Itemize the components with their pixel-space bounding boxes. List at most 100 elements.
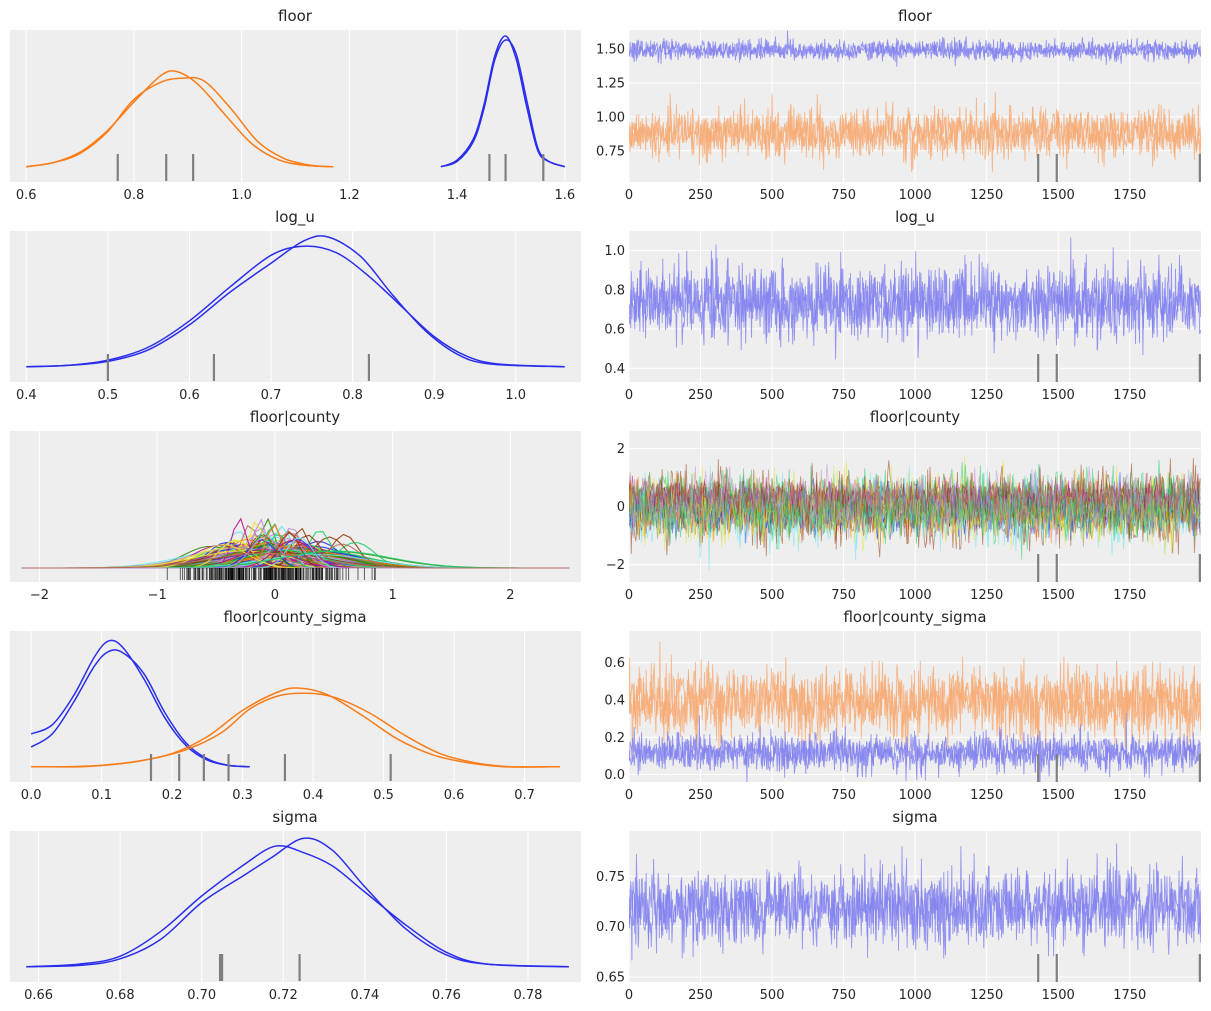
panel-floor-density: floor 0.6 0.8 1.0 1.2 1.4 1.6 bbox=[10, 7, 581, 203]
x-tick-label: 1500 bbox=[1042, 788, 1075, 803]
trace-line bbox=[629, 843, 1201, 958]
y-tick-label: 0.8 bbox=[604, 283, 625, 298]
x-tick-label: 0.4 bbox=[303, 788, 324, 803]
density-line bbox=[26, 837, 569, 968]
density-line bbox=[45, 692, 560, 768]
trace-line bbox=[629, 469, 1201, 531]
y-tick-label: 0.4 bbox=[604, 362, 625, 377]
plot-area bbox=[10, 30, 581, 182]
plot-marks bbox=[21, 517, 570, 580]
y-tick-label: 0.75 bbox=[596, 870, 625, 885]
panel-log-u-density: log_u 0.4 0.5 0.6 0.7 0.8 0.9 1.0 bbox=[10, 208, 581, 403]
x-tick-label: 0.4 bbox=[16, 388, 37, 403]
x-tick-label: 0.7 bbox=[261, 388, 282, 403]
x-tick-label: −1 bbox=[148, 588, 167, 603]
panel-floor-county-density: floor|county −2 −1 0 1 2 bbox=[10, 408, 581, 603]
x-tick-label: 250 bbox=[688, 788, 713, 803]
y-tick-label: 2 bbox=[617, 442, 625, 457]
density-line bbox=[30, 649, 250, 768]
x-tick-label: 250 bbox=[688, 188, 713, 203]
x-tick-label: 1.0 bbox=[505, 388, 526, 403]
panel-title: log_u bbox=[275, 208, 315, 227]
x-tick-label: 750 bbox=[831, 988, 856, 1003]
panel-title: sigma bbox=[272, 808, 317, 826]
x-tick-label: 0.72 bbox=[269, 988, 298, 1003]
panel-title: floor|county_sigma bbox=[843, 608, 986, 627]
x-tick-label: 0.6 bbox=[16, 188, 37, 203]
panel-title: sigma bbox=[892, 808, 937, 826]
x-tick-label: 1000 bbox=[899, 188, 932, 203]
trace-line bbox=[629, 457, 1201, 550]
density-line bbox=[26, 70, 334, 168]
y-tick-label: 0.65 bbox=[596, 970, 625, 985]
x-tick-label: 0.8 bbox=[342, 388, 363, 403]
density-line bbox=[440, 35, 566, 168]
panel-sigma-density: sigma 0.66 0.68 0.70 0.72 0.74 0.76 0.78 bbox=[10, 808, 581, 1003]
x-tick-label: 1000 bbox=[899, 588, 932, 603]
trace-line bbox=[629, 846, 1201, 961]
x-tick-label: −2 bbox=[30, 588, 49, 603]
plot-marks bbox=[26, 35, 566, 181]
x-tick-label: 250 bbox=[688, 988, 713, 1003]
x-tick-label: 1750 bbox=[1113, 388, 1146, 403]
plot-marks bbox=[629, 30, 1201, 182]
trace-line bbox=[629, 715, 1201, 782]
y-tick-label: 0.4 bbox=[604, 693, 625, 708]
trace-line bbox=[629, 92, 1201, 173]
x-tick-label: 750 bbox=[831, 388, 856, 403]
panel-title: floor|county bbox=[250, 408, 340, 426]
trace-line bbox=[629, 657, 1201, 758]
x-tick-label: 1000 bbox=[899, 988, 932, 1003]
plot-marks bbox=[26, 837, 569, 981]
x-tick-label: 0 bbox=[625, 788, 633, 803]
panel-title: log_u bbox=[895, 208, 935, 227]
x-tick-label: 1750 bbox=[1113, 188, 1146, 203]
x-tick-label: 500 bbox=[760, 188, 785, 203]
plot-marks bbox=[629, 843, 1201, 982]
y-tick-label: 1.25 bbox=[596, 76, 625, 91]
x-tick-label: 1250 bbox=[970, 588, 1003, 603]
x-tick-label: 0 bbox=[625, 988, 633, 1003]
x-tick-label: 250 bbox=[688, 588, 713, 603]
trace-line bbox=[629, 713, 1201, 782]
x-tick-label: 1 bbox=[388, 588, 396, 603]
y-tick-label: 0.6 bbox=[604, 656, 625, 671]
x-tick-label: 0.74 bbox=[350, 988, 379, 1003]
x-tick-label: 1750 bbox=[1113, 588, 1146, 603]
x-tick-label: 1250 bbox=[970, 988, 1003, 1003]
trace-line bbox=[629, 244, 1201, 351]
x-tick-label: 0.5 bbox=[373, 788, 394, 803]
density-line bbox=[26, 76, 334, 168]
x-tick-label: 1500 bbox=[1042, 588, 1075, 603]
x-tick-label: 1500 bbox=[1042, 388, 1075, 403]
panel-floor-county-trace: floor|county 0 250 500 750 1000 1250 1500 1750 −… bbox=[606, 408, 1201, 603]
y-tick-label: 0.0 bbox=[604, 768, 625, 783]
x-tick-label: 500 bbox=[760, 788, 785, 803]
x-tick-label: 500 bbox=[760, 588, 785, 603]
plot-marks bbox=[26, 235, 565, 381]
x-tick-label: 0.0 bbox=[21, 788, 42, 803]
x-tick-label: 0 bbox=[625, 388, 633, 403]
plot-marks bbox=[629, 237, 1201, 382]
trace-line bbox=[629, 30, 1201, 67]
x-tick-label: 0.68 bbox=[106, 988, 135, 1003]
panel-floor-trace: floor 0 250 500 750 1000 1250 1500 1750 0.75 1.00… bbox=[596, 7, 1201, 203]
x-tick-label: 1.2 bbox=[339, 188, 360, 203]
x-tick-label: 250 bbox=[688, 388, 713, 403]
panel-sigma-trace: sigma 0 250 500 750 1000 1250 1500 1750 0.65 0.70… bbox=[596, 808, 1201, 1003]
x-tick-label: 1250 bbox=[970, 388, 1003, 403]
panel-floor-county-sigma-trace: floor|county_sigma 0 250 500 750 1000 1250 150… bbox=[604, 608, 1201, 803]
x-tick-label: 0 bbox=[625, 588, 633, 603]
x-tick-label: 500 bbox=[760, 988, 785, 1003]
panel-title: floor|county_sigma bbox=[223, 608, 366, 627]
x-tick-label: 0.7 bbox=[514, 788, 535, 803]
x-tick-label: 0.9 bbox=[424, 388, 445, 403]
x-tick-label: 0.78 bbox=[514, 988, 543, 1003]
plot-area bbox=[10, 631, 581, 782]
x-tick-label: 0 bbox=[271, 588, 279, 603]
panel-floor-county-sigma-density: floor|county_sigma 0.0 0.1 0.2 0.3 0.4 0.5 0.6… bbox=[10, 608, 581, 803]
y-tick-label: 1.50 bbox=[596, 43, 625, 58]
x-tick-label: 0.8 bbox=[124, 188, 145, 203]
density-line bbox=[26, 245, 565, 368]
x-tick-label: 0 bbox=[625, 188, 633, 203]
